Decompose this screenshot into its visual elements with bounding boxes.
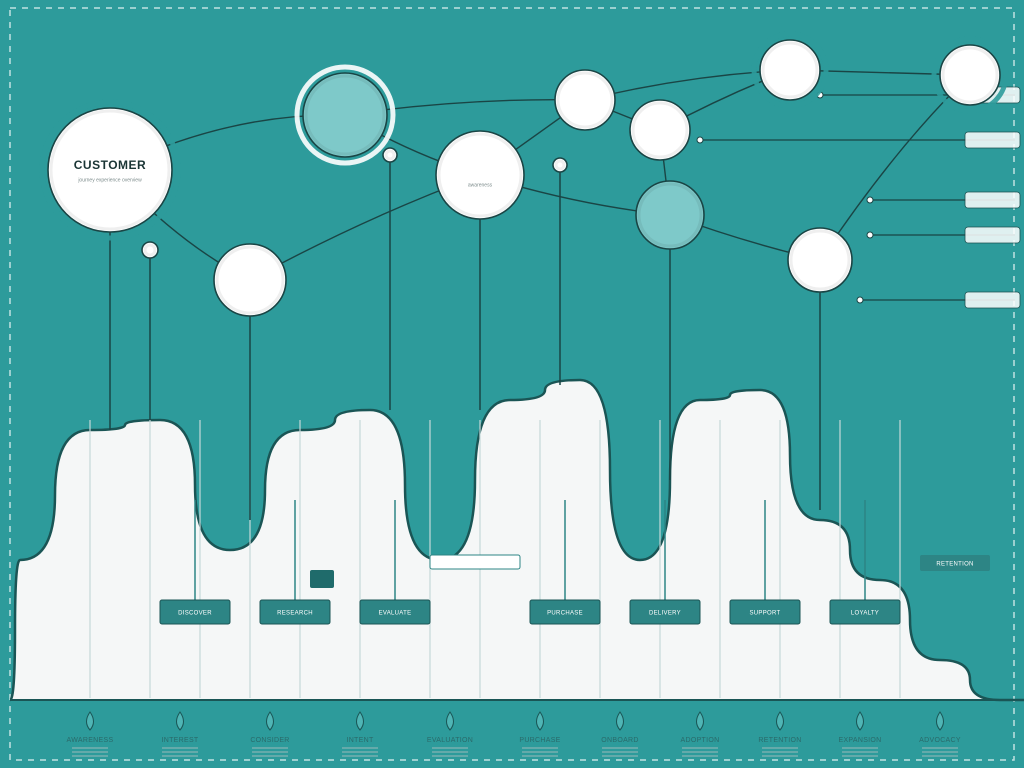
callout-dot — [857, 297, 863, 303]
node-circle — [940, 45, 1000, 105]
node-circle — [788, 228, 852, 292]
mini-box — [310, 570, 334, 588]
callout-dot — [697, 137, 703, 143]
node-circle — [436, 131, 524, 219]
bottom-marker-label: AWARENESS — [67, 737, 114, 744]
stage-box-label: DELIVERY — [649, 611, 681, 617]
node-sublabel: awareness — [468, 182, 493, 188]
node-circle — [760, 40, 820, 100]
bottom-marker-label: INTEREST — [161, 737, 198, 744]
node-n7 — [754, 34, 826, 106]
callout-tag — [965, 292, 1020, 308]
journey-infographic: CUSTOMER journey experience overview aware… — [0, 0, 1024, 768]
callout-tag — [965, 132, 1020, 148]
stage-box-label: EVALUATE — [379, 611, 412, 617]
node-circle — [630, 100, 690, 160]
mini-box-label: TOUCHPOINT STAGE — [442, 561, 508, 567]
bottom-marker-label: PURCHASE — [519, 737, 560, 744]
bottom-marker-label: ONBOARD — [601, 737, 639, 744]
bottom-marker-label: ADOPTION — [681, 737, 720, 744]
stage-box-label: LOYALTY — [851, 611, 879, 617]
bottom-marker-label: EVALUATION — [427, 737, 473, 744]
node-customer: CUSTOMER journey experience overview — [42, 102, 178, 238]
bottom-marker-label: ADVOCACY — [919, 737, 961, 744]
node-circle — [555, 70, 615, 130]
node-n5 — [630, 100, 690, 160]
bottom-marker-label: INTENT — [346, 737, 373, 744]
node-n4 — [555, 70, 615, 130]
stage-box-label: RESEARCH — [277, 611, 313, 617]
node-n3: awareness — [436, 131, 524, 219]
bottom-marker-label: EXPANSION — [838, 737, 881, 744]
stage-box-label: SUPPORT — [750, 611, 781, 617]
node-sublabel: journey experience overview — [77, 177, 142, 183]
node-circle — [214, 244, 286, 316]
node-circle — [636, 181, 704, 249]
bottom-marker-label: CONSIDER — [250, 737, 289, 744]
callout-dot — [867, 232, 873, 238]
node-n1 — [214, 244, 286, 316]
callout-tag — [965, 192, 1020, 208]
node-n6 — [636, 181, 704, 249]
node-n9 — [934, 39, 1006, 111]
mini-box-label: RETENTION — [936, 562, 973, 568]
stage-box-label: DISCOVER — [178, 611, 212, 617]
bottom-marker-label: RETENTION — [758, 737, 801, 744]
callout-dot — [867, 197, 873, 203]
node-n8 — [788, 228, 852, 292]
node-n2 — [297, 67, 393, 163]
node-circle — [303, 73, 387, 157]
callout-tag — [965, 227, 1020, 243]
node-label: CUSTOMER — [74, 158, 146, 172]
stage-box-label: PURCHASE — [547, 611, 583, 617]
